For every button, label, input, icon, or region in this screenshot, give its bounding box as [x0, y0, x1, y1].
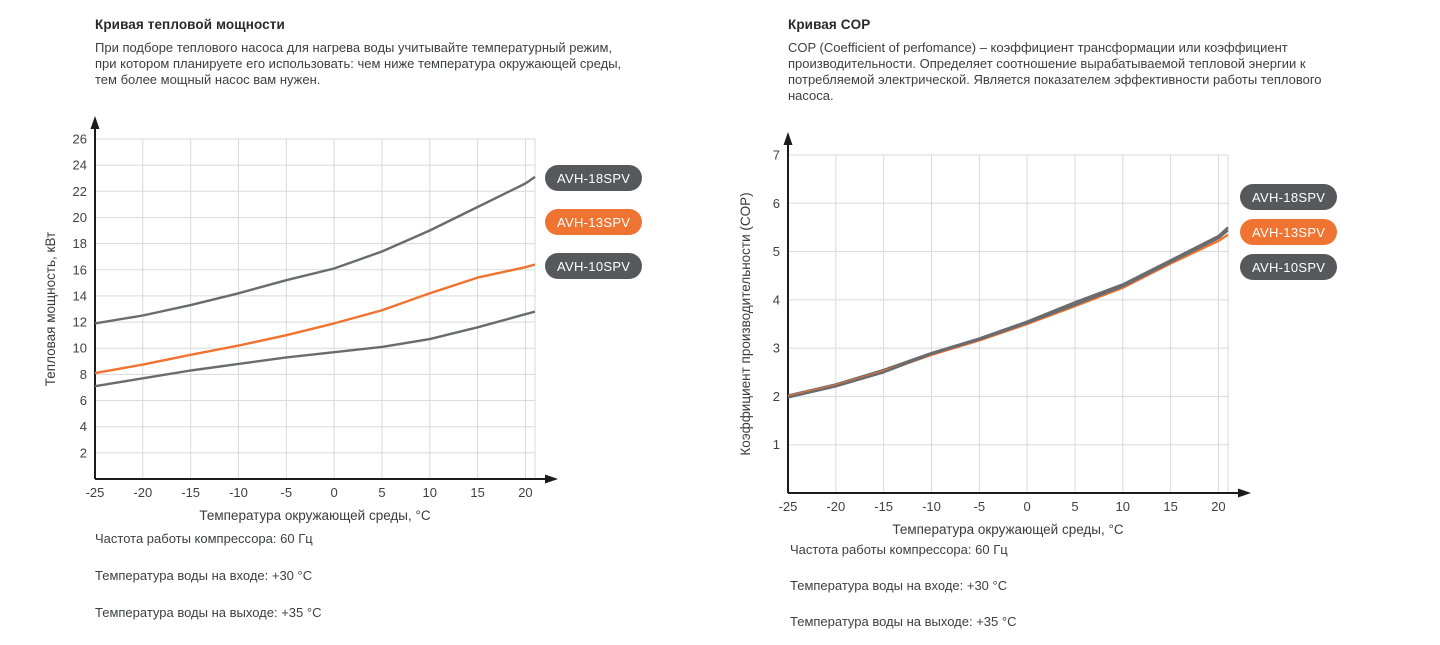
x-tick-label: -20: [133, 485, 152, 500]
left-chart-notes: Частота работы компрессора: 60 Гц Темпер…: [95, 531, 321, 620]
series-line-AVH-13SPV: [787, 233, 1229, 398]
series-line-AVH-18SPV: [94, 175, 536, 325]
legend-pill-AVH-18SPV: AVH-18SPV: [1240, 184, 1338, 210]
left-chart-description: При подборе теплового насоса для нагрева…: [95, 40, 622, 87]
x-tick-label: 0: [331, 485, 338, 500]
series-line-AVH-10SPV: [94, 310, 536, 388]
x-tick-label: -15: [874, 499, 893, 514]
y-tick-label: 10: [73, 341, 87, 356]
legend-pill-AVH-10SPV: AVH-10SPV: [545, 253, 643, 279]
compressor-frequency-note: Частота работы компрессора: 60 Гц: [95, 531, 313, 546]
x-tick-label: -5: [974, 499, 986, 514]
y-tick-label: 24: [73, 158, 87, 173]
x-axis-arrow: [1238, 488, 1251, 498]
legend-pill-AVH-13SPV: AVH-13SPV: [1240, 219, 1338, 245]
heat-power-chart-legend: AVH-18SPV AVH-13SPV AVH-10SPV: [545, 165, 643, 279]
x-axis-arrow: [545, 474, 558, 484]
y-tick-label: 5: [773, 244, 780, 259]
y-tick-label: 2: [773, 389, 780, 404]
y-tick-label: 6: [80, 393, 87, 408]
outlet-water-temperature-note: Температура воды на выходе: +35 °C: [790, 614, 1017, 629]
left-chart-title: Кривая тепловой мощности: [95, 17, 285, 32]
axes: [94, 127, 548, 480]
grid: [788, 154, 1229, 493]
outlet-water-temperature-note: Температура воды на выходе: +35 °C: [95, 605, 322, 620]
y-axis-title: Коэффициент производительности (COP): [738, 192, 753, 455]
x-tick-label: 20: [1211, 499, 1225, 514]
series-line-AVH-18SPV: [787, 226, 1229, 397]
chart-svg: 1 2 3 4 5 6 7 -25 -20 -15 -10 -5 0 5 10 15 20 Температура…: [738, 132, 1251, 537]
x-tick-label: 5: [378, 485, 385, 500]
right-chart-title: Кривая COP: [788, 17, 871, 32]
series-line-AVH-10SPV: [787, 229, 1229, 399]
right-chart-description: COP (Coefficient of perfomance) – коэффи…: [788, 40, 1322, 103]
x-tick-label: -25: [86, 485, 105, 500]
y-tick-label: 1: [773, 437, 780, 452]
y-tick-label: 18: [73, 236, 87, 251]
legend-pill-AVH-13SPV: AVH-13SPV: [545, 209, 643, 235]
y-tick-label: 4: [773, 292, 780, 307]
x-tick-label: -10: [229, 485, 248, 500]
legend-pill-AVH-18SPV: AVH-18SPV: [545, 165, 643, 191]
y-tick-label: 16: [73, 262, 87, 277]
x-tick-label: -25: [779, 499, 798, 514]
x-axis-title: Температура окружающей среды, °C: [892, 522, 1124, 537]
right-chart-notes: Частота работы компрессора: 60 Гц Темпер…: [790, 542, 1016, 629]
inlet-water-temperature-note: Температура воды на входе: +30 °C: [95, 568, 313, 583]
y-tick-label: 8: [80, 367, 87, 382]
grid: [95, 138, 536, 479]
y-axis-arrow: [783, 132, 793, 145]
x-tick-label: 0: [1024, 499, 1031, 514]
y-axis-arrow: [90, 116, 100, 129]
x-tick-label: 5: [1071, 499, 1078, 514]
legend-pill-AVH-10SPV: AVH-10SPV: [1240, 254, 1338, 280]
y-tick-label: 26: [73, 132, 87, 147]
y-tick-label: 20: [73, 210, 87, 225]
y-tick-label: 2: [80, 445, 87, 460]
y-tick-label: 22: [73, 184, 87, 199]
x-tick-label: 15: [470, 485, 484, 500]
y-tick-label: 7: [773, 148, 780, 163]
y-axis-title: Тепловая мощность, кВт: [43, 232, 58, 386]
compressor-frequency-note: Частота работы компрессора: 60 Гц: [790, 542, 1008, 557]
x-tick-label: -20: [826, 499, 845, 514]
x-tick-label: 10: [1116, 499, 1130, 514]
y-tick-label: 3: [773, 341, 780, 356]
heat-power-chart: 2 4 6 8 10 12 14 16 18 20 22 24 26 -25 -20 -15 -10 -5 0 5 10…: [43, 109, 573, 539]
series-line-AVH-13SPV: [94, 263, 536, 375]
cop-chart-legend: AVH-18SPV AVH-13SPV AVH-10SPV: [1240, 184, 1338, 280]
y-tick-label: 12: [73, 315, 87, 330]
axes: [787, 143, 1241, 494]
x-tick-label: 15: [1163, 499, 1177, 514]
x-axis-title: Температура окружающей среды, °C: [199, 508, 431, 523]
x-tick-label: 20: [518, 485, 532, 500]
y-tick-label: 4: [80, 419, 87, 434]
x-tick-label: -15: [181, 485, 200, 500]
y-tick-label: 14: [73, 288, 87, 303]
x-tick-label: 10: [423, 485, 437, 500]
inlet-water-temperature-note: Температура воды на входе: +30 °C: [790, 578, 1008, 593]
cop-chart: 1 2 3 4 5 6 7 -25 -20 -15 -10 -5 0 5 10 15 20 Температура…: [736, 125, 1266, 555]
x-tick-label: -10: [922, 499, 941, 514]
x-tick-label: -5: [281, 485, 293, 500]
y-tick-label: 6: [773, 196, 780, 211]
